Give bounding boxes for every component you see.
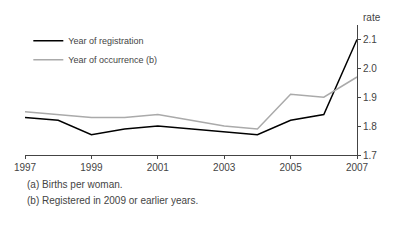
svg-text:1.8: 1.8: [363, 121, 377, 132]
svg-text:2005: 2005: [279, 162, 302, 173]
svg-text:1997: 1997: [14, 162, 37, 173]
svg-text:1.9: 1.9: [363, 92, 377, 103]
svg-text:2.1: 2.1: [363, 34, 377, 45]
svg-text:(b) Registered in 2009 or earl: (b) Registered in 2009 or earlier years.: [27, 195, 198, 206]
svg-text:Year of registration: Year of registration: [68, 36, 143, 46]
svg-text:rate: rate: [363, 12, 381, 23]
svg-text:2.0: 2.0: [363, 63, 377, 74]
svg-text:2007: 2007: [346, 162, 369, 173]
svg-text:1.7: 1.7: [363, 150, 377, 161]
svg-text:2003: 2003: [213, 162, 236, 173]
svg-text:(a) Births per woman.: (a) Births per woman.: [27, 179, 123, 190]
svg-text:1999: 1999: [80, 162, 103, 173]
svg-text:Year of occurrence (b): Year of occurrence (b): [68, 55, 157, 65]
svg-text:2001: 2001: [147, 162, 170, 173]
